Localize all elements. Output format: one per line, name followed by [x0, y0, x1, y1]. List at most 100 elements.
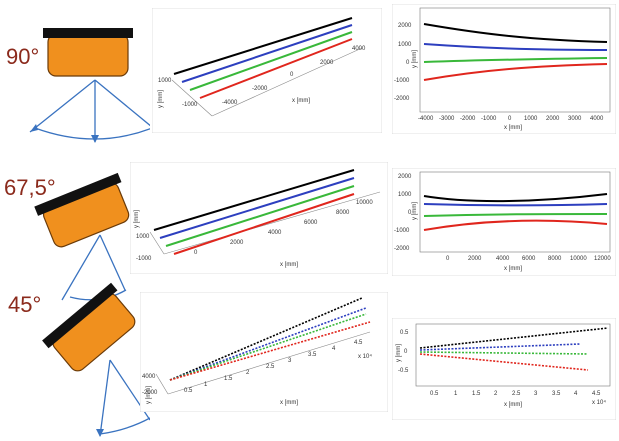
- y-tick: -1000: [394, 228, 410, 234]
- iso-plot-90: -4000 -2000 0 2000 4000 -1000 1000 x [mm…: [152, 8, 382, 133]
- x-tick: 0.5: [184, 388, 193, 394]
- series-red-side-90: [423, 63, 608, 81]
- x-tick: 0: [508, 116, 512, 122]
- y-tick: -2000: [394, 246, 410, 252]
- x-tick: 1000: [524, 116, 538, 122]
- x-tick: 2: [494, 391, 498, 397]
- sensor-67-5: [34, 172, 130, 301]
- x-tick: 2.5: [512, 391, 521, 397]
- x-tick: 4.5: [592, 391, 601, 397]
- z-tick: 1000: [136, 234, 150, 240]
- x-tick: 3000: [568, 116, 582, 122]
- y-tick: -2000: [142, 390, 158, 396]
- side-plot-67-5: 2000 1000 0 -1000 -2000 0 2000 4000 6000…: [392, 168, 616, 276]
- z-tick: 4000: [142, 374, 156, 380]
- sensor-body-90: [47, 33, 129, 77]
- sensor-45: [42, 282, 150, 437]
- sensor-top-45: [42, 282, 118, 349]
- sensor-90: [29, 28, 150, 143]
- x-tick: 8000: [336, 210, 350, 216]
- series-green-side-45: [419, 351, 589, 355]
- x-axis-label: x [mm]: [504, 266, 522, 272]
- y-tick: 1000: [398, 42, 412, 48]
- series-blue-side-45: [419, 343, 581, 351]
- x-tick: 3: [534, 391, 538, 397]
- series-red-side-45: [419, 353, 589, 371]
- x-tick: 1: [454, 391, 458, 397]
- sensor-diagram-area: [29, 28, 150, 437]
- x-tick: 4000: [352, 46, 366, 52]
- x-tick: 4: [332, 346, 336, 352]
- x-tick: 6000: [304, 220, 318, 226]
- y-tick: -1000: [136, 256, 152, 262]
- y-tick: 1000: [398, 192, 412, 198]
- x-tick: 2: [246, 370, 250, 376]
- x-tick: 2000: [468, 256, 482, 262]
- y-tick: 0: [404, 349, 408, 355]
- y-tick: -0.5: [398, 368, 409, 374]
- x-tick: 8000: [548, 256, 562, 262]
- y-tick: 0: [406, 60, 410, 66]
- series-black-67-5: [153, 169, 355, 231]
- series-green-45: [169, 313, 367, 381]
- side-plot-45: 0.5 0 -0.5 0.5 1 1.5 2 2.5 3 3.5 4 4.5 x…: [392, 318, 616, 420]
- y-tick: -1000: [182, 102, 198, 108]
- x-tick: -2000: [252, 86, 268, 92]
- z-tick: 1000: [158, 78, 172, 84]
- beam-arrow-center-90: [91, 135, 99, 143]
- y-axis-label: y [mm]: [146, 386, 152, 404]
- sensor-top-90: [43, 28, 133, 38]
- series-black-90: [173, 17, 353, 75]
- x-axis-label: x [mm]: [280, 262, 298, 268]
- x-tick: 1: [204, 382, 208, 388]
- x-tick: 4000: [268, 230, 282, 236]
- y-tick: -1000: [394, 78, 410, 84]
- x-tick: 2000: [546, 116, 560, 122]
- x-tick: 10000: [356, 200, 373, 206]
- sensor-top-67-5: [34, 172, 122, 216]
- x-tick: 10000: [570, 256, 587, 262]
- y-axis-label: y [mm]: [412, 202, 418, 220]
- x-tick: 3.5: [308, 352, 317, 358]
- y-tick: -2000: [394, 96, 410, 102]
- x-tick: -1000: [481, 116, 497, 122]
- y-axis-label: y [mm]: [134, 210, 140, 228]
- x-tick: 4.5: [354, 340, 363, 346]
- iso-plot-45: 0.5 1 1.5 2 2.5 3 3.5 4 4.5 x 10⁴ -2000 …: [140, 292, 388, 412]
- series-blue-67-5: [159, 177, 355, 239]
- y-tick: 2000: [398, 174, 412, 180]
- y-axis-label: y [mm]: [396, 344, 402, 362]
- side-plot-90: 2000 1000 0 -1000 -2000 -4000 -3000 -200…: [392, 4, 616, 134]
- x-tick: 2000: [230, 240, 244, 246]
- x-axis-label: x [mm]: [504, 402, 522, 408]
- x-axis-label: x [mm]: [292, 98, 310, 104]
- x-tick: 3: [288, 358, 292, 364]
- series-green-90: [189, 31, 353, 91]
- angle-label-67-5: 67,5°: [4, 175, 56, 200]
- y-axis-label: y [mm]: [158, 90, 164, 108]
- beam-fan-90: [29, 79, 150, 142]
- x-tick: 2.5: [266, 364, 275, 370]
- x-tick: 4: [574, 391, 578, 397]
- x-tick: 0.5: [430, 391, 439, 397]
- x-axis-label: x [mm]: [280, 400, 298, 406]
- x-tick: 0: [290, 72, 294, 78]
- series-black-side-67-5: [423, 193, 608, 203]
- x-tick: 12000: [594, 256, 611, 262]
- x-exponent: x 10⁴: [358, 353, 372, 360]
- x-tick: 3.5: [552, 391, 561, 397]
- x-tick: -2000: [460, 116, 476, 122]
- iso-plot-67-5: 0 2000 4000 6000 8000 10000 -1000 1000 x…: [130, 162, 388, 274]
- series-red-67-5: [173, 193, 355, 255]
- x-tick: 2000: [320, 60, 334, 66]
- series-blue-side-67-5: [423, 203, 608, 207]
- x-tick: 0: [446, 256, 450, 262]
- y-tick: 0.5: [400, 330, 409, 336]
- x-tick: -4000: [222, 100, 238, 106]
- y-axis-label: y [mm]: [412, 50, 418, 68]
- series-green-67-5: [165, 185, 355, 247]
- x-tick: -4000: [418, 116, 434, 122]
- x-axis-label: x [mm]: [504, 125, 522, 131]
- angle-label-45: 45°: [8, 292, 42, 317]
- series-blue-90: [181, 24, 353, 83]
